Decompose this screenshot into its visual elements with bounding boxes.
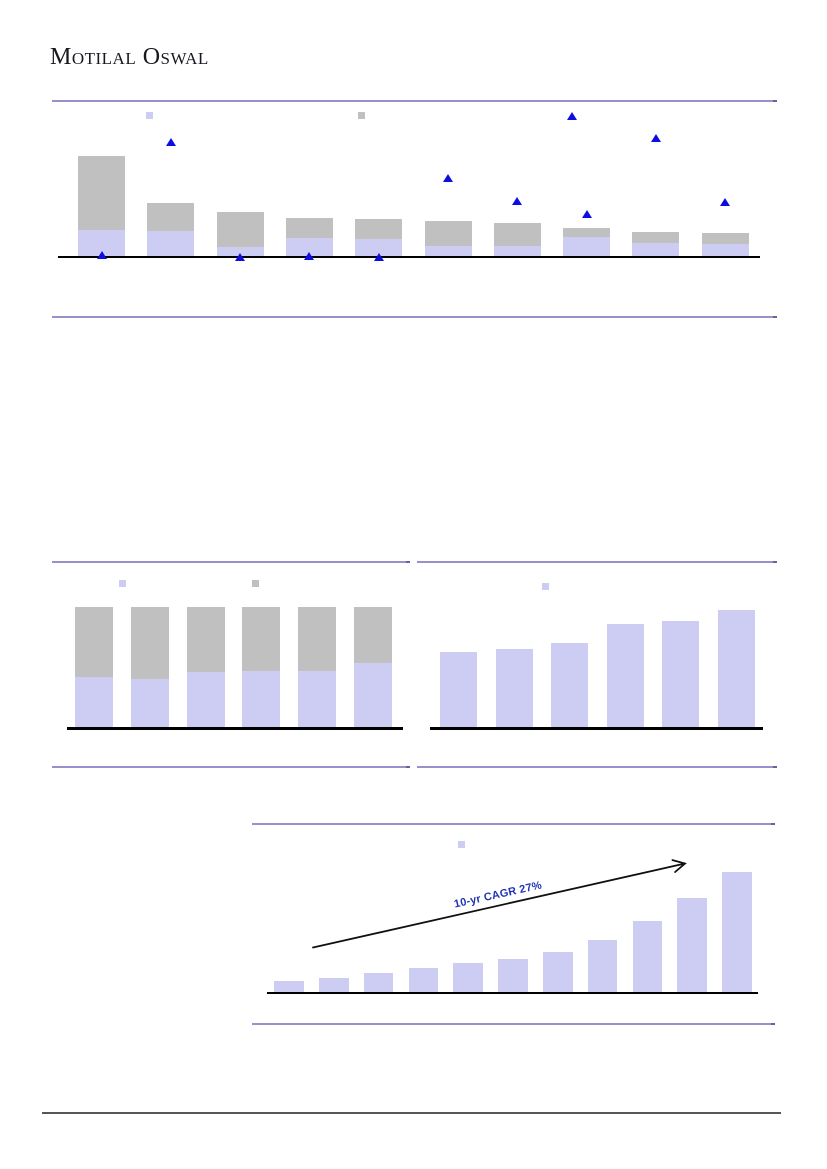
bar-segment xyxy=(130,607,169,679)
bar-segment xyxy=(543,951,573,993)
bar-segment xyxy=(424,246,472,257)
bar-segment xyxy=(285,238,333,257)
bar-segment xyxy=(677,897,707,993)
triangle-marker xyxy=(581,210,592,218)
bar-segment xyxy=(495,649,533,728)
bar-segment xyxy=(722,871,752,993)
x-axis xyxy=(267,991,758,994)
section-divider xyxy=(252,1023,775,1025)
bar-segment xyxy=(355,219,403,239)
triangle-marker xyxy=(720,198,731,206)
section-divider xyxy=(52,100,777,102)
bar-segment xyxy=(147,231,195,257)
bar-segment xyxy=(319,977,349,993)
bar-segment xyxy=(216,212,264,247)
triangle-marker xyxy=(650,134,661,142)
section-divider xyxy=(417,766,777,768)
x-axis xyxy=(67,726,403,730)
bar-segment xyxy=(498,958,528,993)
cagr-trend-arrow xyxy=(312,859,687,949)
bar-segment xyxy=(632,243,680,257)
bar-segment xyxy=(717,610,755,728)
section-divider xyxy=(417,561,777,563)
x-axis xyxy=(430,726,763,730)
bar-segment xyxy=(662,621,699,728)
bar-segment xyxy=(551,643,588,728)
bar-segment xyxy=(408,967,439,993)
bar-segment xyxy=(424,221,472,246)
section-divider xyxy=(52,561,410,563)
bar-segment xyxy=(606,624,644,728)
bar-segment xyxy=(298,607,337,671)
bar-segment xyxy=(242,607,281,671)
bar-segment xyxy=(355,239,403,257)
bar-segment xyxy=(130,679,169,728)
bar-segment xyxy=(216,247,264,257)
bar-segment xyxy=(285,218,333,238)
bar-segment xyxy=(147,203,195,231)
section-divider xyxy=(252,823,775,825)
legend-square-marker xyxy=(542,583,549,590)
section-divider xyxy=(52,316,777,318)
triangle-marker xyxy=(96,251,107,259)
triangle-marker xyxy=(165,138,176,146)
bar-segment xyxy=(563,228,611,237)
bar-segment xyxy=(186,607,225,672)
legend-square-marker xyxy=(458,841,465,848)
bar-segment xyxy=(701,244,749,257)
bar-segment xyxy=(453,962,483,993)
bar-segment xyxy=(354,663,392,728)
triangle-marker xyxy=(304,252,315,260)
legend-triangle-marker xyxy=(567,112,577,120)
legend-square-marker xyxy=(119,580,126,587)
bar-segment xyxy=(493,246,541,257)
bar-segment xyxy=(298,671,337,728)
bar-segment xyxy=(632,920,663,993)
bar-segment xyxy=(354,607,392,663)
legend-square-marker xyxy=(146,112,153,119)
bar-segment xyxy=(75,677,113,728)
bar-segment xyxy=(587,939,618,993)
footer-divider xyxy=(42,1112,781,1114)
bar-segment xyxy=(440,652,477,728)
bar-segment xyxy=(563,237,611,257)
legend-square-marker xyxy=(252,580,259,587)
bar-segment xyxy=(701,233,749,244)
triangle-marker xyxy=(373,253,384,261)
triangle-marker xyxy=(443,174,453,182)
triangle-marker xyxy=(512,197,523,205)
section-divider xyxy=(52,766,410,768)
bar-segment xyxy=(493,223,541,246)
legend-square-marker xyxy=(358,112,365,119)
triangle-marker xyxy=(235,253,246,261)
bar-segment xyxy=(632,232,680,243)
bar-segment xyxy=(78,156,125,230)
bar-segment xyxy=(363,972,394,993)
bar-segment xyxy=(186,672,225,728)
x-axis xyxy=(58,255,760,258)
brand-logo: Motilal Oswal xyxy=(50,44,209,70)
bar-segment xyxy=(75,607,113,677)
bar-segment xyxy=(242,671,281,728)
bar-segment xyxy=(274,980,304,993)
